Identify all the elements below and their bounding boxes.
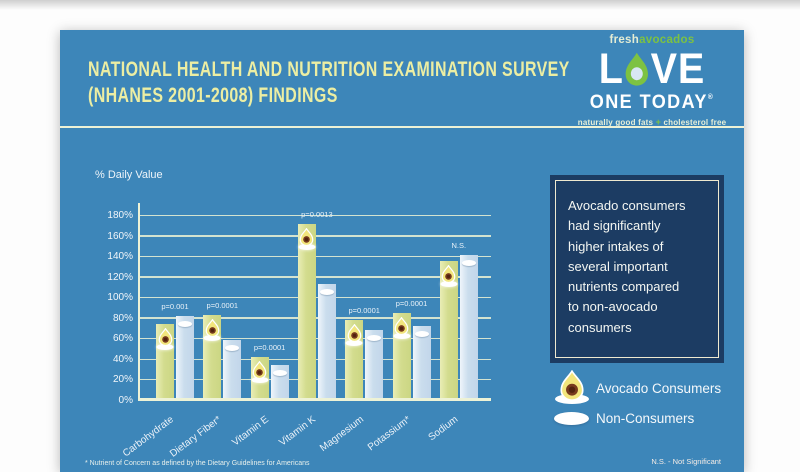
- bar-non-consumers-Magnesium: [365, 330, 384, 401]
- avocado-o-icon: [626, 52, 649, 86]
- y-tick-140%: 140%: [107, 251, 133, 263]
- bar-avocado-consumers-Potassium*: [392, 312, 411, 401]
- x-category-label-Potassium*: Potassium*: [365, 414, 413, 454]
- x-category-label-Carbohydrate: Carbohydrate: [121, 414, 177, 460]
- love-wordmark: L VE: [573, 47, 731, 91]
- x-category-label-Magnesium: Magnesium: [317, 414, 366, 455]
- legend-label-consumers: Avocado Consumers: [596, 380, 722, 396]
- avocado-half-icon: [251, 360, 269, 383]
- nutrient-footnote: * Nutrient of Concern as defined by the …: [85, 460, 310, 467]
- header-divider: [60, 126, 744, 128]
- infographic-card: NATIONAL HEALTH AND NUTRITION EXAMINATIO…: [60, 30, 744, 472]
- title-line-1: NATIONAL HEALTH AND NUTRITION EXAMINATIO…: [88, 58, 570, 81]
- y-tick-80%: 80%: [112, 312, 133, 324]
- bar-non-consumers-Vitamin E: [270, 365, 289, 401]
- significance-label-Vitamin E: p=0.0001: [253, 342, 286, 352]
- brand-avocados-text: avocados: [639, 34, 695, 46]
- significance-label-Carbohydrate: p=0.001: [161, 301, 189, 311]
- bar-non-consumers-Sodium: [459, 255, 478, 401]
- callout-box: Avocado consumers had significantly high…: [555, 180, 719, 358]
- bar-non-consumers-Vitamin K: [317, 283, 336, 401]
- significance-label-Vitamin K: p=0.0013: [301, 210, 333, 220]
- avocado-half-icon: [393, 316, 410, 339]
- avocado-half-icon: [298, 228, 316, 251]
- love-letters-ve: VE: [650, 44, 706, 93]
- x-category-label-Vitamin E: Vitamin E: [230, 414, 271, 449]
- avocado-half-icon: [156, 327, 174, 350]
- y-tick-120%: 120%: [107, 271, 133, 283]
- y-tick-0%: 0%: [118, 395, 133, 406]
- y-tick-180%: 180%: [107, 210, 133, 221]
- bar-avocado-consumers-Magnesium: [345, 319, 364, 401]
- y-axis-line: [138, 203, 140, 401]
- gridline-0%: [139, 398, 491, 401]
- avocado-half-icon: [345, 323, 363, 346]
- x-category-label-Dietary Fiber*: Dietary Fiber*: [168, 414, 224, 460]
- registered-mark: ®: [707, 94, 715, 101]
- brand-fresh-text: fresh: [609, 34, 640, 46]
- avocado-half-icon: [203, 318, 221, 341]
- avocado-half-icon: [440, 265, 458, 288]
- bar-chart: 0% 20% 40% 60% 80% 100% 120% 140% 160% 180% p=0.00…: [107, 180, 491, 460]
- white-oval-icon: [367, 335, 382, 342]
- significance-label-Dietary Fiber*: p=0.0001: [206, 300, 239, 310]
- brand-name: freshavocados: [566, 34, 738, 46]
- y-tick-20%: 20%: [112, 374, 133, 386]
- white-oval-icon: [319, 288, 334, 295]
- bar-non-consumers-Potassium*: [412, 325, 431, 401]
- significance-label-Magnesium: p=0.0001: [348, 305, 380, 315]
- bar-avocado-consumers-Dietary Fiber*: [203, 314, 222, 401]
- y-tick-40%: 40%: [112, 353, 133, 365]
- ns-footnote: N.S. - Not Significant: [651, 457, 721, 466]
- white-oval-icon: [272, 370, 287, 377]
- white-oval-icon: [414, 330, 429, 337]
- white-oval-icon: [178, 320, 192, 327]
- x-category-label-Vitamin K: Vitamin K: [277, 414, 319, 449]
- y-tick-60%: 60%: [112, 333, 133, 345]
- legend-label-non-consumers: Non-Consumers: [596, 411, 695, 426]
- one-today-wordmark: ONE TODAY®: [589, 92, 715, 113]
- bar-avocado-consumers-Vitamin E: [250, 356, 269, 401]
- plus-icon: +: [655, 117, 662, 127]
- brand-logo: freshavocados L VE ONE TODAY® naturally …: [566, 34, 738, 127]
- avocado-half-icon: [554, 370, 590, 406]
- white-oval-icon: [225, 345, 240, 352]
- white-oval-icon: [461, 260, 476, 267]
- bar-non-consumers-Carbohydrate: [176, 315, 194, 401]
- brand-tagline: naturally good fats + cholesterol free: [577, 117, 727, 127]
- page-title: NATIONAL HEALTH AND NUTRITION EXAMINATIO…: [88, 57, 570, 109]
- bar-avocado-consumers-Carbohydrate: [156, 323, 174, 401]
- y-tick-160%: 160%: [107, 230, 133, 242]
- title-line-2: (NHANES 2001-2008) FINDINGS: [88, 83, 338, 107]
- bar-non-consumers-Dietary Fiber*: [223, 340, 242, 401]
- y-tick-100%: 100%: [107, 292, 133, 304]
- gridline-180%: [139, 214, 491, 216]
- x-category-label-Sodium: Sodium: [426, 414, 461, 444]
- legend-avocado-consumers: Avocado Consumers: [554, 370, 721, 406]
- significance-label-Sodium: N.S.: [451, 241, 467, 251]
- white-oval-icon: [554, 412, 589, 425]
- y-axis-title: % Daily Value: [95, 169, 163, 181]
- significance-label-Potassium*: p=0.0001: [395, 298, 428, 308]
- bar-avocado-consumers-Sodium: [439, 261, 458, 401]
- legend-non-consumers: Non-Consumers: [554, 411, 694, 426]
- bar-avocado-consumers-Vitamin K: [297, 224, 316, 401]
- love-letter-l: L: [598, 44, 624, 93]
